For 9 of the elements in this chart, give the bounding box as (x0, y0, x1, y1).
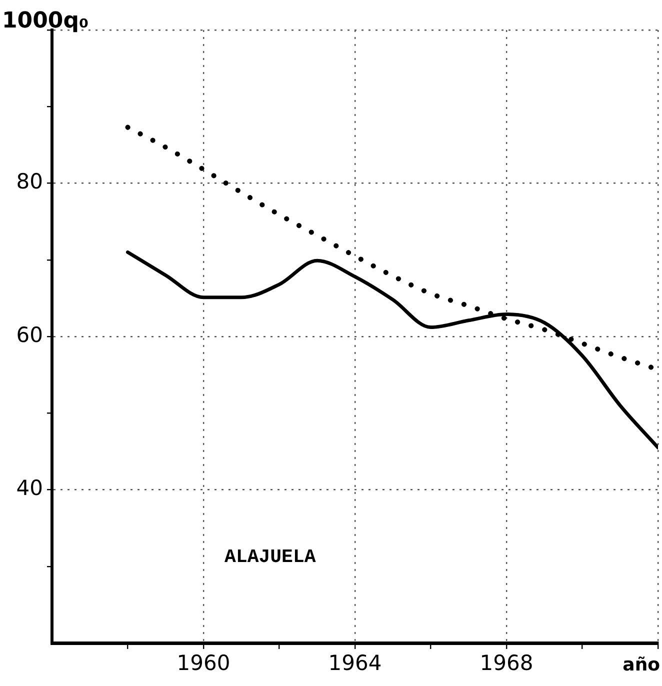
x-tick-label: 1968 (480, 651, 534, 676)
annotation: ALAJUELA (224, 546, 316, 568)
y-tick-label: 40 (16, 476, 43, 500)
y-tick-label: 60 (16, 322, 43, 347)
x-axis-title: año (622, 654, 660, 676)
x-tick-label: 1964 (328, 651, 382, 676)
x-tick-label: 1960 (176, 651, 230, 676)
y-tick-label: 80 (16, 170, 43, 194)
y-axis-title: 1000q₀ (2, 8, 89, 34)
